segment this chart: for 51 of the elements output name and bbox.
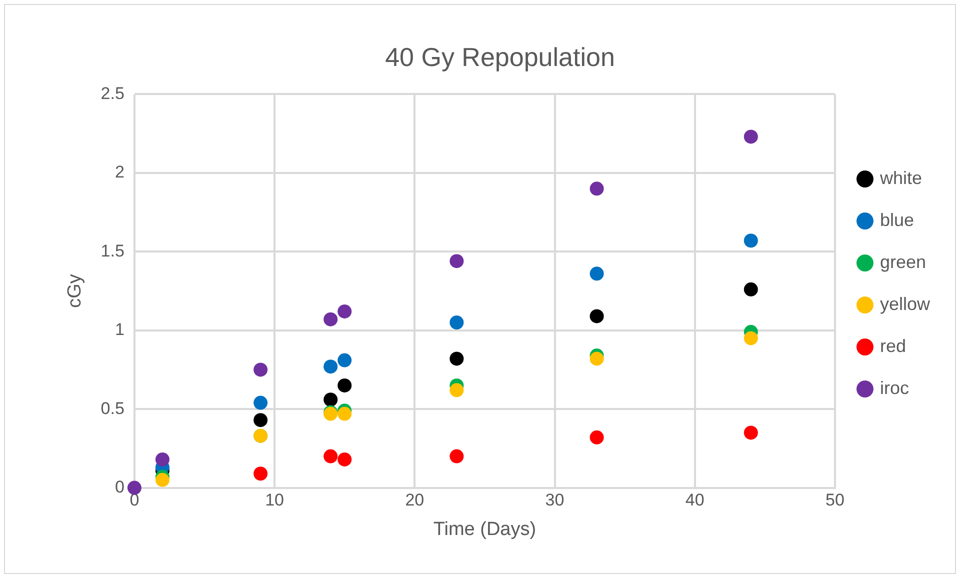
point	[744, 234, 758, 248]
point	[450, 315, 464, 330]
point	[338, 353, 352, 368]
point	[590, 309, 604, 324]
point	[338, 406, 352, 421]
point	[590, 266, 604, 281]
y-tick-label: 0.5	[100, 398, 124, 418]
point	[744, 130, 758, 144]
y-tick-label: 2.5	[100, 84, 124, 103]
x-tick-label: 40	[685, 490, 704, 510]
y-tick-label: 2	[114, 162, 124, 182]
point	[155, 452, 170, 466]
point	[324, 360, 338, 374]
point	[744, 331, 758, 346]
x-tick-label: 30	[545, 490, 564, 510]
point	[450, 352, 464, 366]
chart-title: 40 Gy Repopulation	[385, 42, 615, 72]
legend-label: green	[880, 252, 926, 272]
point	[744, 282, 758, 296]
point	[450, 383, 464, 398]
point	[450, 449, 464, 464]
legend-label: red	[880, 336, 906, 356]
point	[324, 449, 338, 464]
point	[450, 254, 464, 268]
point	[590, 430, 604, 444]
point	[254, 466, 268, 481]
point	[324, 392, 338, 407]
point	[254, 413, 268, 428]
legend-label: white	[878, 168, 922, 188]
x-axis-title: Time (Days)	[433, 518, 536, 540]
point	[338, 378, 352, 392]
legend-label: yellow	[880, 294, 931, 314]
legend-label: blue	[880, 210, 914, 230]
point	[338, 304, 352, 318]
point	[744, 426, 758, 440]
x-tick-label: 20	[405, 490, 424, 510]
point	[155, 472, 170, 487]
point	[254, 396, 268, 410]
point	[338, 452, 352, 466]
point	[254, 362, 268, 377]
point	[324, 312, 338, 326]
y-tick-label: 0	[114, 477, 124, 496]
point	[127, 480, 142, 495]
legend-label: iroc	[880, 378, 909, 398]
point	[590, 352, 604, 366]
point	[590, 182, 604, 196]
y-tick-label: 1	[114, 320, 124, 340]
y-axis-title: cGy	[64, 274, 86, 308]
x-tick-label: 10	[265, 490, 284, 510]
y-tick-label: 1.5	[100, 241, 124, 260]
x-tick-label: 50	[826, 490, 844, 510]
